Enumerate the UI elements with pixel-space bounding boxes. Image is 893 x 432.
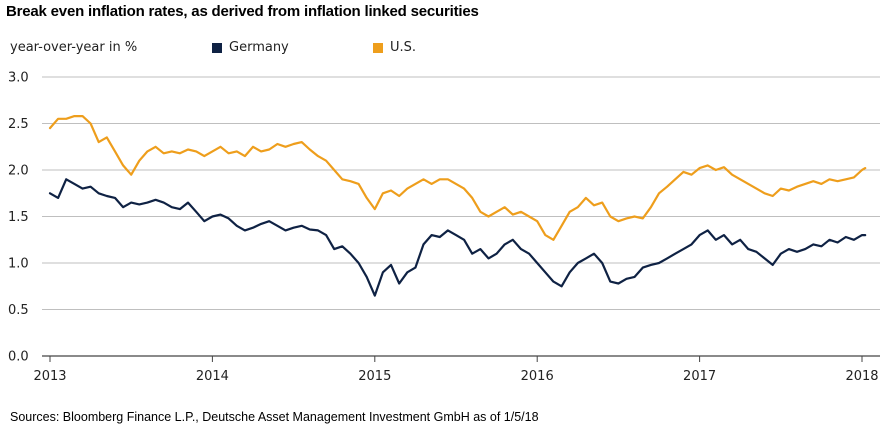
x-tick-label: 2016	[521, 369, 554, 384]
y-tick-label: 2.5	[8, 117, 29, 132]
series-line-germany	[48, 178, 867, 297]
x-tick-label: 2014	[196, 369, 229, 384]
x-tick-label: 2017	[683, 369, 716, 384]
y-tick-label: 0.0	[8, 350, 29, 365]
x-tick-label: 2015	[358, 369, 391, 384]
y-axis-label: year-over-year in %	[10, 40, 138, 55]
y-tick-label: 1.0	[8, 257, 29, 272]
y-tick-label: 0.5	[8, 303, 29, 318]
legend-label-germany: Germany	[229, 40, 289, 55]
x-tick-label: 2018	[845, 369, 878, 384]
y-tick-label: 3.0	[8, 71, 29, 86]
legend-item-germany: Germany	[212, 40, 289, 55]
y-tick-label: 1.5	[8, 210, 29, 225]
legend-swatch-germany	[212, 42, 222, 53]
legend-label-us: U.S.	[390, 40, 417, 55]
source-note: Sources: Bloomberg Finance L.P., Deutsch…	[10, 410, 539, 424]
chart-title: Break even inflation rates, as derived f…	[6, 3, 479, 20]
legend-swatch-us	[373, 42, 383, 53]
series-line-us	[48, 114, 867, 241]
legend-item-us: U.S.	[373, 40, 416, 55]
y-tick-label: 2.0	[8, 164, 29, 179]
x-tick-label: 2013	[33, 369, 66, 384]
